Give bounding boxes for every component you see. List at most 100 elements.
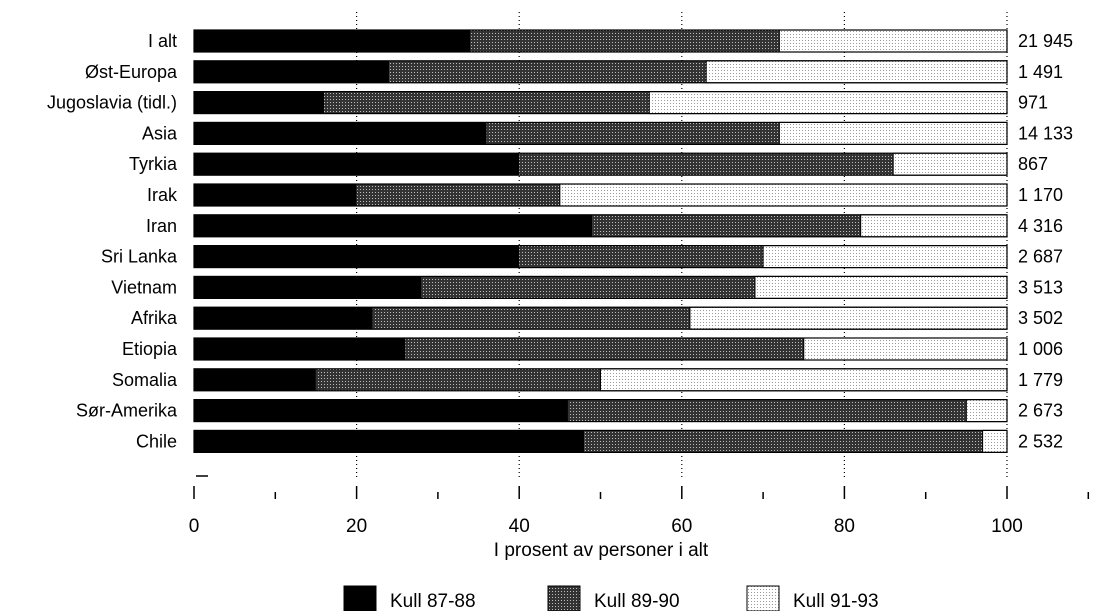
bar-segment [584,430,983,453]
bar-segment [754,275,1008,299]
category-label: I alt [148,31,177,51]
bar-segment [389,60,707,83]
bar-segment [778,29,1008,53]
total-label: 2 687 [1018,247,1063,267]
legend-swatch [343,585,377,611]
total-label: 14 133 [1018,123,1073,143]
bar-segment [778,121,1008,145]
bar-outline [193,121,1008,146]
total-label: 2 673 [1018,401,1063,421]
bar-segment [194,399,568,422]
bar-segment [194,153,520,176]
legend-label: Kull 89-90 [594,591,680,611]
total-label: 1 491 [1018,62,1063,82]
bar-outline [193,60,1008,84]
bar-segment [315,368,601,391]
category-label: Jugoslavia (tidl.) [47,93,177,113]
bar-segment [194,307,373,330]
bar-outline [193,214,1008,238]
category-label: Etiopia [122,339,178,359]
bar-outline [193,152,1008,176]
bar-segment [194,91,325,114]
total-label: 1 170 [1018,185,1063,205]
bar-segment [567,399,967,422]
bar-segment [519,153,894,176]
tick-label: 40 [509,516,530,537]
bar-outline [193,275,1008,299]
bar-segment [803,337,1008,361]
bar-segment [194,368,316,391]
category-label: Asia [142,123,178,143]
category-label: Øst-Europa [85,62,178,82]
bar-outline [193,399,1008,423]
category-label: Afrika [131,308,178,328]
bar-segment [194,122,487,145]
category-label: Sør-Amerika [76,401,178,421]
bar-segment [324,91,650,114]
bar-segment [600,368,1008,392]
bar-segment [194,30,471,52]
bar-segment [689,306,1008,330]
legend-label: Kull 91-93 [793,591,879,611]
bar-segment [372,307,690,330]
bar-segment [194,214,593,237]
bar-segment [421,276,755,299]
bar-outline [193,29,1008,53]
bar-outline [193,429,1008,453]
bar-outline [193,306,1008,330]
bar-segment [982,429,1008,453]
tick-label: 0 [189,516,200,537]
bar-segment [762,245,1008,269]
category-label: Sri Lanka [101,247,178,267]
bar-outline [193,245,1008,269]
bar-segment [519,245,764,268]
legend-label: Kull 87-88 [390,591,476,611]
category-labels: I alt Øst-Europa Jugoslavia (tidl.) Asia Tyr… [47,31,178,451]
bar-segment [405,338,804,360]
bar-segment [860,214,1008,238]
category-label: Chile [136,431,177,451]
total-label: 2 532 [1018,431,1063,451]
bar-segment [705,60,1008,84]
category-label: Irak [147,185,178,205]
total-label: 867 [1018,154,1048,174]
bar-segment [648,91,1008,115]
bar-segment [194,276,422,299]
x-axis-label: I prosent av personer i alt [494,540,709,561]
total-label: 3 513 [1018,277,1063,297]
total-label: 1 779 [1018,370,1063,390]
bar-segment [194,184,357,206]
bar-segment [486,122,780,145]
category-label: Iran [146,216,177,236]
bars [193,29,1008,453]
bar-outline [193,337,1008,361]
legend-swatch [746,585,780,611]
bar-outline [193,183,1008,207]
bar-segment [194,245,520,268]
bar-segment [356,184,560,206]
category-label: Vietnam [111,277,177,297]
category-label: Tyrkia [129,154,178,174]
legend: Kull 87-88 Kull 89-90 Kull 91-93 [343,585,879,611]
bar-segment [559,183,1008,207]
bar-outline [193,90,1008,115]
x-axis: I prosent av personer i alt 0 20 40 60 80 100 [189,475,1090,561]
total-label: 3 502 [1018,308,1063,328]
bar-segment [194,430,585,453]
total-label: 21 945 [1018,31,1073,51]
bar-segment [592,214,861,237]
tick-label: 80 [834,516,855,537]
bar-segment [965,399,1008,423]
tick-label: 60 [671,516,692,537]
total-labels: 21 945 1 491 971 14 133 867 1 170 4 316 2 687 3 … [1018,31,1073,451]
legend-swatch [547,585,581,611]
bar-segment [194,60,390,83]
bar-segment [470,30,780,52]
tick-label: 20 [346,516,367,537]
bar-outline [193,368,1008,392]
bar-segment [892,152,1008,176]
total-label: 4 316 [1018,216,1063,236]
bar-segment [194,338,406,360]
total-label: 971 [1018,93,1048,113]
